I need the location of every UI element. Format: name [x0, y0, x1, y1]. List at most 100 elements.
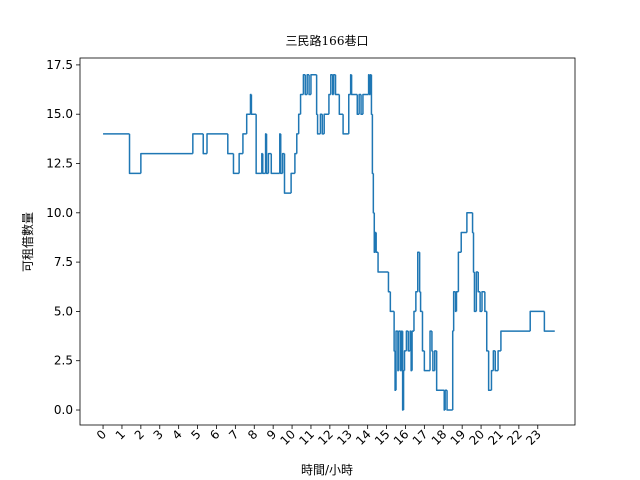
y-axis-label: 可租借數量	[21, 212, 35, 272]
line-segment	[331, 74, 334, 96]
line-segment	[455, 290, 459, 312]
line-segment	[405, 330, 409, 351]
line-segment	[283, 153, 292, 194]
line-segment	[407, 331, 411, 352]
x-tick-label: 5	[188, 427, 203, 442]
x-tick-label: 17	[410, 427, 431, 448]
line-segment	[477, 271, 481, 293]
line-segment	[423, 350, 431, 372]
line-segment	[338, 94, 344, 115]
line-segment	[377, 252, 389, 273]
line-segment	[310, 74, 317, 95]
x-tick-label: 13	[334, 427, 355, 448]
line-segment	[460, 231, 467, 253]
plot-frame	[79, 57, 576, 426]
line-segment	[429, 330, 432, 371]
y-tick-label: 10.0	[46, 206, 73, 220]
line-segment	[431, 331, 433, 352]
x-tick-label: 7	[226, 427, 241, 442]
y-tick-label: 7.5	[54, 255, 73, 269]
x-tick-label: 15	[372, 427, 393, 448]
line-segment	[356, 94, 360, 115]
line-segment	[294, 152, 297, 174]
line-segment	[490, 369, 494, 391]
line-segment	[497, 350, 501, 371]
line-segment	[140, 152, 193, 174]
line-segment	[402, 369, 405, 411]
line-segment	[255, 114, 262, 175]
x-tick-label: 12	[315, 427, 336, 448]
line-segment	[206, 133, 228, 154]
line-segment	[267, 152, 272, 174]
line-segment	[232, 153, 240, 175]
chart-title: 三民路166巷口	[286, 33, 369, 48]
line-segment	[543, 311, 555, 332]
x-tick-label: 20	[466, 427, 487, 448]
line-segment	[457, 251, 462, 292]
line-segment	[334, 74, 340, 96]
line-segment	[409, 330, 412, 351]
line-segment	[242, 133, 247, 154]
x-tick-label: 2	[132, 427, 147, 442]
y-tick-label: 5.0	[54, 304, 73, 318]
line-segment	[316, 114, 321, 135]
y-tick-label: 17.5	[46, 58, 73, 72]
x-tick-label: 3	[151, 427, 166, 442]
line-segment	[394, 350, 397, 392]
line-segment	[395, 330, 398, 391]
line-segment	[128, 133, 141, 175]
line-segment	[387, 271, 391, 293]
line-segment	[328, 93, 331, 115]
x-tick-label: 11	[296, 427, 317, 448]
line-segment	[446, 390, 453, 411]
line-segment	[413, 310, 416, 332]
line-segment	[368, 74, 371, 96]
line-segment	[451, 330, 454, 411]
line-segment	[304, 74, 308, 96]
x-tick-label: 9	[264, 427, 279, 442]
line-segment	[435, 350, 445, 392]
x-tick-label: 22	[504, 427, 525, 448]
line-segment	[370, 74, 373, 115]
line-segment	[389, 291, 395, 313]
line-segment	[308, 74, 311, 96]
x-tick-label: 23	[523, 427, 544, 448]
line-segment	[360, 94, 363, 115]
line-segment	[485, 311, 489, 352]
line-segment	[475, 271, 479, 312]
line-segment	[227, 133, 234, 155]
line-segment	[371, 114, 374, 175]
line-segment	[245, 113, 251, 134]
line-segment	[202, 133, 208, 155]
x-axis-label: 時間/小時	[301, 463, 353, 477]
line-segment	[299, 93, 304, 115]
line-segment	[472, 232, 475, 273]
x-tick-label: 6	[207, 427, 222, 442]
line-segment	[487, 350, 492, 392]
line-segment	[315, 74, 318, 115]
line-segment	[290, 172, 295, 194]
line-segment	[481, 290, 485, 312]
line-segment	[484, 291, 487, 313]
line-segment	[500, 330, 531, 351]
line-segment	[350, 74, 358, 96]
line-segment	[471, 212, 474, 234]
x-tick-label: 14	[353, 427, 374, 448]
line-segment	[264, 133, 267, 174]
x-tick-label: 10	[277, 427, 298, 448]
line-segment	[411, 330, 414, 371]
line-segment	[342, 114, 349, 135]
line-segment	[262, 153, 266, 175]
line-segment	[466, 212, 473, 233]
x-tick-label: 16	[391, 427, 412, 448]
y-tick-label: 2.5	[54, 354, 73, 368]
line-segment	[238, 152, 243, 174]
line-segment	[250, 94, 257, 115]
line-segment	[374, 231, 377, 253]
line-segment	[296, 133, 299, 154]
line-segment	[398, 330, 401, 371]
line-segment	[418, 252, 421, 293]
line-segment	[419, 291, 423, 313]
y-tick-label: 0.0	[54, 403, 73, 417]
